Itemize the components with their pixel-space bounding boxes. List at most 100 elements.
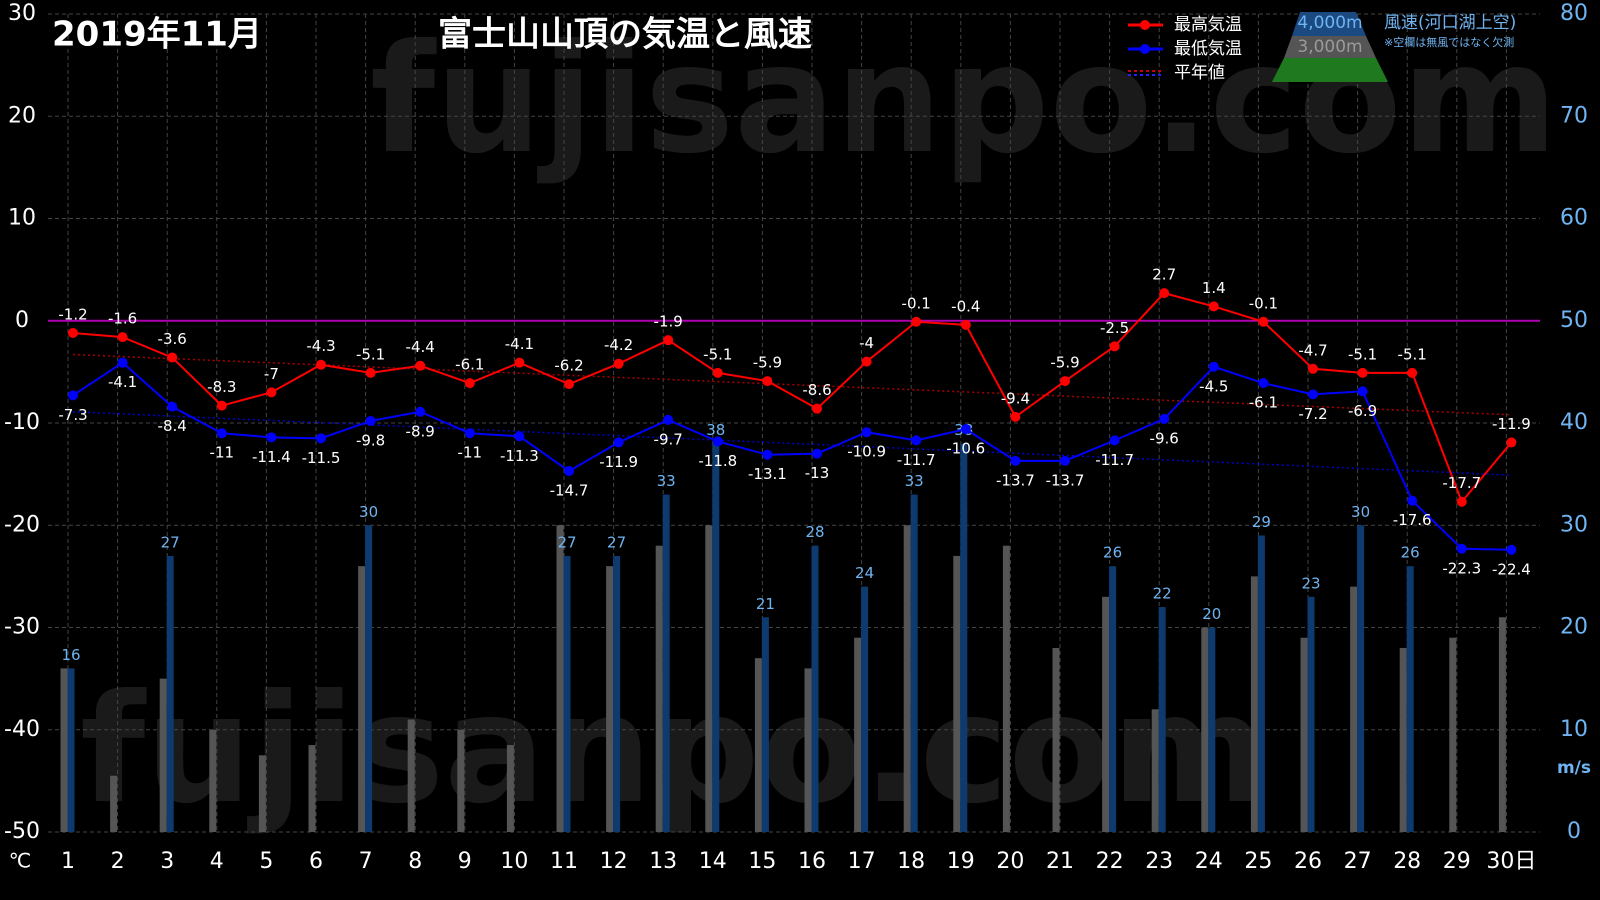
legend-label: 3,000m bbox=[1297, 37, 1362, 57]
data-label: -7.2 bbox=[1298, 405, 1327, 423]
bar bbox=[1102, 596, 1110, 832]
data-label: -11.7 bbox=[1095, 451, 1134, 469]
data-label: -5.1 bbox=[703, 345, 732, 363]
y-tick-label: -40 bbox=[4, 717, 40, 742]
y2-tick-label: 0 bbox=[1567, 819, 1581, 844]
data-label: 21 bbox=[756, 595, 775, 613]
point bbox=[1407, 495, 1418, 506]
data-label: -7 bbox=[264, 365, 279, 383]
bar bbox=[861, 586, 869, 832]
data-label: -5.1 bbox=[356, 345, 385, 363]
bar bbox=[506, 745, 514, 832]
data-label: 1.4 bbox=[1202, 279, 1226, 297]
bar bbox=[712, 443, 720, 832]
data-label: -8.3 bbox=[207, 378, 236, 396]
bar bbox=[1406, 566, 1414, 832]
line bbox=[72, 361, 1512, 551]
x-tick-label: 15 bbox=[748, 849, 776, 874]
bar bbox=[60, 668, 68, 832]
data-label: -0.4 bbox=[951, 297, 980, 315]
data-label: 23 bbox=[1301, 574, 1320, 592]
bar bbox=[258, 755, 266, 832]
point bbox=[812, 448, 822, 459]
data-label: 30 bbox=[1351, 503, 1370, 521]
bar bbox=[705, 525, 713, 832]
bar bbox=[1307, 596, 1315, 832]
bar bbox=[1158, 607, 1166, 832]
data-label: 27 bbox=[607, 533, 626, 551]
point bbox=[762, 449, 773, 460]
data-label: 33 bbox=[657, 472, 676, 490]
point bbox=[316, 359, 326, 370]
data-label: -3.6 bbox=[158, 330, 187, 348]
data-label: -2.5 bbox=[1100, 319, 1129, 337]
bar bbox=[662, 494, 670, 832]
data-label: -9.8 bbox=[356, 431, 385, 449]
data-label: 30 bbox=[359, 503, 378, 521]
bar bbox=[1498, 617, 1506, 832]
data-label: -13.1 bbox=[748, 465, 787, 483]
x-tick-label: 19 bbox=[947, 849, 975, 874]
data-label: -9.6 bbox=[1150, 429, 1179, 447]
y-tick-label: -30 bbox=[4, 615, 40, 640]
data-label: -7.3 bbox=[58, 406, 87, 424]
data-label: 26 bbox=[1401, 544, 1420, 562]
x-tick-label: 9 bbox=[458, 849, 472, 874]
bar bbox=[613, 555, 621, 832]
x-tick-label: 12 bbox=[600, 849, 628, 874]
bar bbox=[754, 658, 762, 832]
bar bbox=[1208, 627, 1216, 832]
y-tick-label: -20 bbox=[4, 512, 40, 537]
data-label: -13 bbox=[805, 464, 830, 482]
x-tick-label: 1 bbox=[61, 849, 75, 874]
point bbox=[415, 360, 426, 371]
data-label: -4.5 bbox=[1199, 377, 1228, 395]
bar bbox=[655, 545, 663, 832]
point bbox=[68, 390, 78, 401]
point bbox=[861, 356, 872, 367]
chart-title: 2019年11月 bbox=[52, 15, 262, 55]
x-tick-label: 29 bbox=[1443, 849, 1471, 874]
x-tick-label: 21 bbox=[1046, 849, 1074, 874]
legend-swatch bbox=[1140, 20, 1150, 30]
data-label: 29 bbox=[1252, 513, 1271, 531]
point bbox=[613, 437, 624, 448]
data-label: -8.4 bbox=[158, 417, 187, 435]
x-tick-label: 14 bbox=[699, 849, 727, 874]
point bbox=[216, 428, 227, 439]
data-label: -0.1 bbox=[1249, 294, 1278, 312]
point bbox=[1308, 363, 1318, 374]
x-tick-label: 3 bbox=[160, 849, 174, 874]
bar bbox=[159, 678, 167, 832]
bar bbox=[960, 443, 968, 832]
data-label: -5.1 bbox=[1348, 345, 1377, 363]
x-tick-label: 22 bbox=[1096, 849, 1124, 874]
bar bbox=[1449, 637, 1457, 832]
data-label: -17.7 bbox=[1442, 474, 1481, 492]
line bbox=[72, 292, 1513, 504]
y-tick-label: 0 bbox=[15, 308, 29, 333]
legend-swatch bbox=[1284, 36, 1376, 58]
point bbox=[167, 352, 178, 363]
point bbox=[415, 406, 426, 417]
x-tick-label: 2 bbox=[111, 849, 125, 874]
data-label: -11 bbox=[458, 444, 483, 462]
grid bbox=[48, 13, 1540, 833]
bar bbox=[1257, 535, 1265, 832]
y-tick-label: 20 bbox=[8, 103, 36, 128]
point bbox=[1159, 413, 1170, 424]
point bbox=[911, 435, 922, 446]
point bbox=[1456, 496, 1467, 507]
legend-swatch bbox=[1292, 12, 1366, 36]
y2-tick-label: 60 bbox=[1560, 206, 1588, 231]
y-tick-label: 30 bbox=[8, 1, 36, 26]
x-tick-label: 18 bbox=[897, 849, 925, 874]
bar bbox=[1002, 545, 1010, 832]
x-tick-label: 30 bbox=[1486, 849, 1514, 874]
data-label: 38 bbox=[706, 421, 725, 439]
data-label: 2.7 bbox=[1152, 266, 1176, 284]
data-label: -4.4 bbox=[406, 338, 435, 356]
point bbox=[1258, 316, 1269, 327]
bar bbox=[1357, 525, 1365, 832]
data-label: -22.3 bbox=[1442, 559, 1481, 577]
